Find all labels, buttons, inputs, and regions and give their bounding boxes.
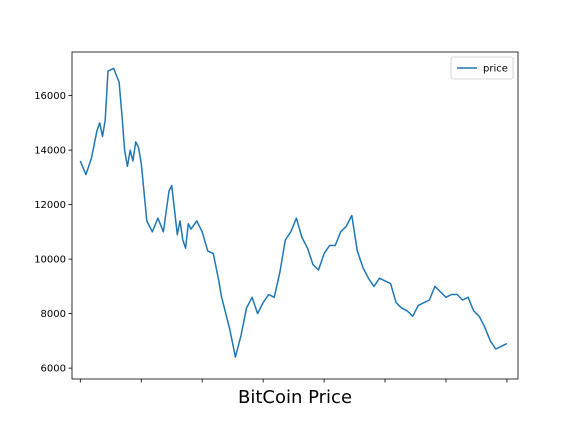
legend-label: price (483, 64, 508, 75)
y-tick-label: 6000 (41, 364, 66, 375)
y-tick-label: 14000 (34, 146, 66, 157)
y-tick-label: 12000 (34, 200, 66, 211)
y-tick-label: 10000 (34, 255, 66, 266)
legend: price (451, 57, 513, 79)
y-tick-label: 8000 (41, 309, 66, 320)
y-tick-label: 16000 (34, 91, 66, 102)
x-axis-label: BitCoin Price (238, 387, 352, 408)
